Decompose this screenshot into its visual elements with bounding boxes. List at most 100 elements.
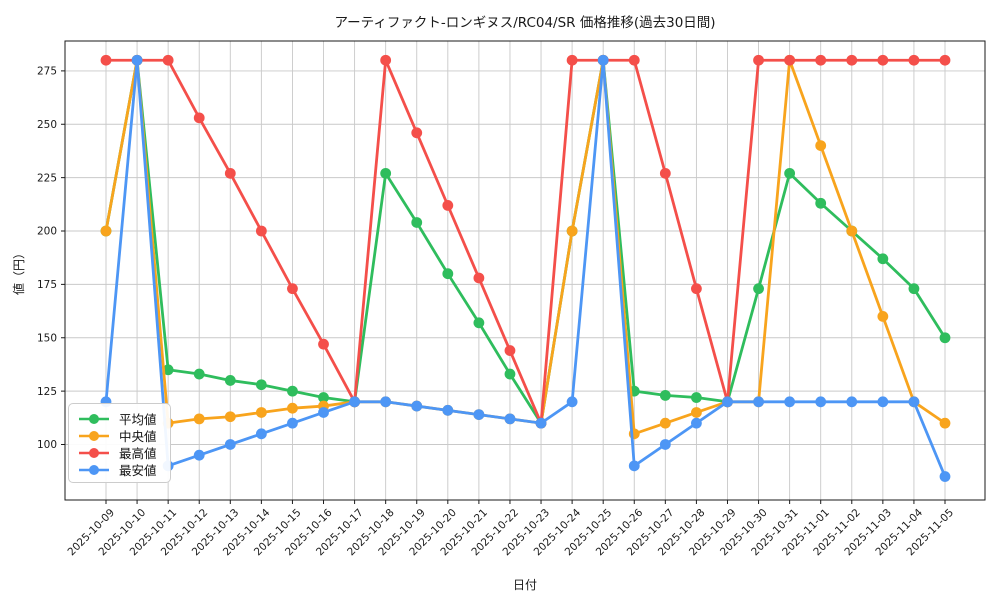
axis-ticks — [61, 70, 946, 504]
median-point — [193, 413, 205, 425]
average-point — [380, 167, 392, 179]
max-point — [566, 54, 578, 66]
y-tick-label: 250 — [37, 119, 57, 131]
min-point — [224, 439, 236, 450]
max-point — [784, 54, 796, 66]
median-point — [815, 140, 827, 152]
max-point — [659, 167, 671, 179]
gridlines — [65, 41, 985, 500]
max-point — [224, 167, 236, 179]
legend-label-average: 平均値 — [119, 412, 157, 427]
average-point — [255, 379, 267, 391]
median-point — [100, 225, 112, 237]
min-point — [380, 396, 392, 408]
median-point — [287, 402, 298, 414]
average-point — [659, 389, 671, 401]
average-point — [784, 167, 796, 179]
max-point — [815, 54, 827, 66]
min-point — [628, 460, 640, 472]
min-point — [597, 54, 609, 66]
average-point — [442, 268, 454, 280]
max-point — [411, 127, 423, 139]
min-point — [815, 396, 827, 408]
min-point — [535, 417, 547, 429]
x-axis-label: 日付 — [513, 578, 537, 592]
median-point — [255, 407, 267, 418]
max-point — [100, 54, 112, 66]
legend-item-median: 中央値 — [77, 427, 157, 444]
average-point — [753, 283, 764, 295]
min-point — [131, 54, 143, 66]
max-point — [287, 283, 298, 295]
min-point — [255, 428, 267, 440]
average-point — [162, 364, 174, 376]
legend-item-max: 最高値 — [77, 444, 157, 461]
average-point — [877, 253, 889, 265]
plot-border — [64, 40, 986, 501]
average-point — [691, 392, 702, 403]
average-point — [193, 368, 205, 380]
median-point — [939, 417, 951, 429]
y-tick-label: 175 — [37, 279, 57, 291]
min-point — [349, 396, 360, 408]
max-point — [691, 283, 702, 295]
max-point — [255, 225, 267, 237]
max-point — [473, 272, 485, 284]
min-point — [287, 417, 298, 429]
y-tick-label: 150 — [37, 332, 57, 344]
median-series-swatch-icon — [79, 430, 109, 441]
average-point — [287, 385, 298, 397]
max-point — [193, 112, 205, 124]
max-point — [442, 199, 454, 211]
average-point — [473, 317, 485, 329]
chart-title: アーティファクト-ロンギヌス/RC04/SR 価格推移(過去30日間) — [334, 15, 715, 31]
median-point — [691, 407, 702, 418]
min-point — [318, 407, 329, 418]
y-tick-label: 225 — [37, 172, 57, 184]
average-point — [908, 283, 920, 295]
min-line — [104, 58, 947, 478]
series-average — [100, 54, 951, 429]
median-point — [877, 311, 889, 322]
average-series-swatch-icon — [79, 413, 109, 424]
y-tick-label: 275 — [37, 66, 57, 78]
max-point — [846, 54, 858, 66]
max-point — [939, 54, 951, 66]
min-point — [659, 439, 671, 450]
max-point — [380, 54, 392, 66]
min-point — [504, 413, 516, 425]
max-point — [504, 345, 516, 356]
average-point — [504, 368, 516, 380]
min-point — [442, 404, 454, 416]
average-line — [104, 58, 947, 425]
series-max — [100, 54, 951, 429]
max-point — [318, 338, 329, 350]
median-point — [659, 417, 671, 429]
min-point — [784, 396, 796, 408]
max-line — [104, 58, 947, 425]
max-point — [628, 54, 640, 66]
chart-plot-area: 1001251501752002252502752025-10-092025-1… — [37, 40, 986, 558]
average-point — [411, 217, 423, 228]
min-point — [846, 396, 858, 408]
median-point — [846, 225, 858, 237]
min-point — [939, 471, 951, 482]
average-point — [318, 392, 329, 403]
average-point — [224, 375, 236, 386]
y-tick-label: 200 — [37, 226, 57, 238]
legend-label-min: 最安値 — [119, 463, 157, 478]
min-point — [411, 400, 423, 412]
min-point — [473, 409, 485, 421]
min-point — [691, 417, 702, 429]
y-tick-label: 125 — [37, 386, 57, 398]
max-point — [877, 54, 889, 66]
average-point — [815, 197, 827, 209]
max-point — [908, 54, 920, 66]
min-series-swatch-icon — [79, 464, 109, 475]
legend-item-min: 最安値 — [77, 461, 157, 478]
median-point — [566, 225, 578, 237]
y-axis-label: 値（円） — [11, 247, 26, 295]
min-point — [193, 449, 205, 461]
min-point — [877, 396, 889, 408]
